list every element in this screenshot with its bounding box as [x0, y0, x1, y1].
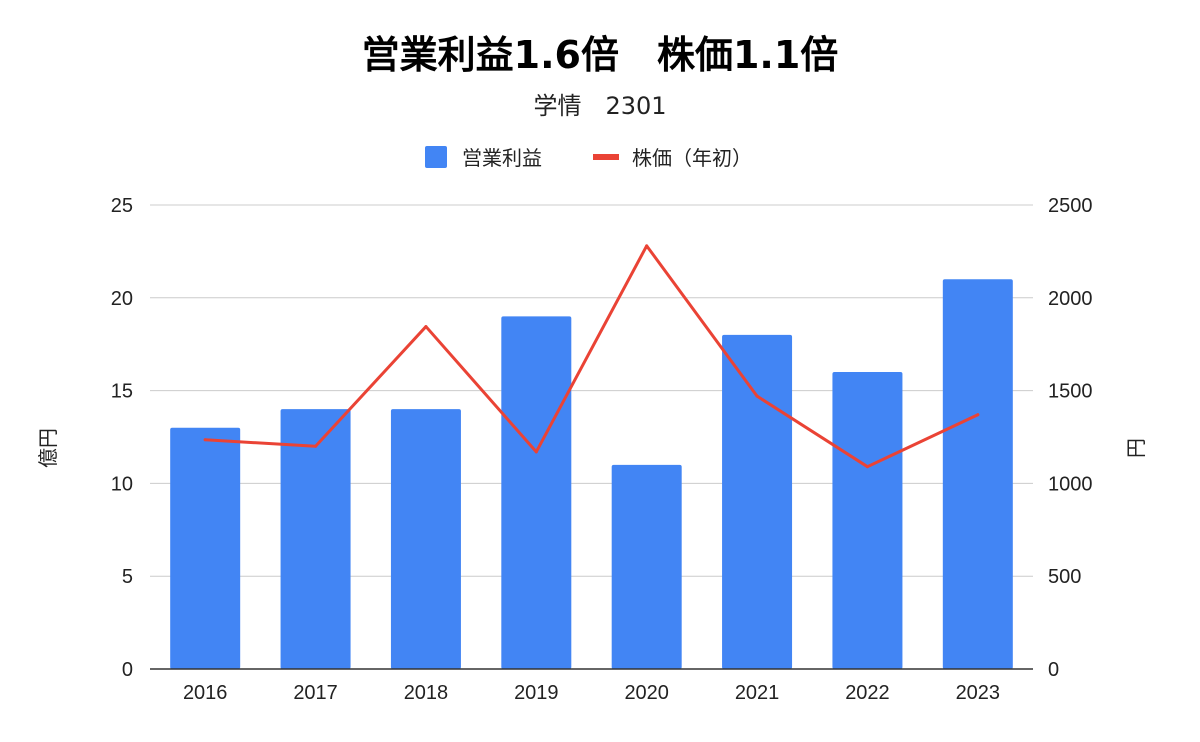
x-tick-label: 2017 — [293, 682, 338, 704]
x-axis-ticks: 2016 2017 2018 2019 2020 2021 2022 2023 — [183, 682, 1000, 704]
bar-2017 — [280, 409, 351, 669]
chart-subtitle: 学情 2301 — [533, 92, 666, 120]
bar-2022 — [832, 372, 903, 669]
x-tick-label: 2019 — [514, 682, 559, 704]
legend-swatch-operating-profit — [425, 146, 447, 168]
bar-2018 — [390, 409, 461, 669]
y-left-tick-label: 10 — [111, 473, 133, 495]
x-tick-label: 2023 — [956, 682, 1001, 704]
stock-price-point-2022 — [865, 465, 869, 469]
y-right-tick-label: 1000 — [1048, 473, 1093, 495]
y-right-tick-label: 2000 — [1048, 288, 1093, 310]
bar-2019 — [501, 316, 572, 669]
y-axis-right-ticks: 0 500 1000 1500 2000 2500 — [1048, 195, 1093, 681]
legend: 営業利益 株価（年初） — [425, 146, 752, 170]
stock-price-point-2023 — [976, 413, 980, 417]
stock-price-point-2019 — [534, 450, 538, 454]
bar-2016 — [170, 427, 241, 669]
bar-series — [170, 279, 1013, 669]
y-right-tick-label: 2500 — [1048, 195, 1093, 217]
chart-title: 営業利益1.6倍 株価1.1倍 — [362, 33, 839, 77]
y-left-tick-label: 25 — [111, 195, 133, 217]
stock-price-point-2016 — [203, 438, 207, 442]
y-axis-left-ticks: 0 5 10 15 20 25 — [111, 195, 133, 681]
x-tick-label: 2018 — [404, 682, 449, 704]
bar-2020 — [611, 464, 682, 669]
x-tick-label: 2021 — [735, 682, 780, 704]
y-right-tick-label: 1500 — [1048, 381, 1093, 403]
legend-label-stock-price: 株価（年初） — [632, 146, 752, 170]
y-right-tick-label: 0 — [1048, 659, 1059, 681]
x-tick-label: 2016 — [183, 682, 228, 704]
y-left-tick-label: 15 — [111, 381, 133, 403]
y-axis-right-title: 円 — [1124, 438, 1148, 458]
y-left-tick-label: 0 — [122, 659, 133, 681]
line-series — [203, 244, 980, 469]
x-tick-label: 2020 — [624, 682, 669, 704]
y-left-tick-label: 20 — [111, 288, 133, 310]
y-axis-left-title: 億円 — [36, 428, 60, 468]
stock-price-point-2021 — [755, 394, 759, 398]
y-left-tick-label: 5 — [122, 566, 133, 588]
stock-price-point-2018 — [424, 325, 428, 329]
stock-price-point-2017 — [314, 444, 318, 448]
stock-price-point-2020 — [645, 244, 649, 248]
y-right-tick-label: 500 — [1048, 566, 1081, 588]
legend-label-operating-profit: 営業利益 — [462, 146, 542, 170]
x-tick-label: 2022 — [845, 682, 890, 704]
stock-price-line — [203, 244, 980, 469]
bar-2023 — [942, 279, 1013, 669]
legend-swatch-stock-price — [593, 154, 619, 160]
bar-2021 — [722, 334, 793, 669]
